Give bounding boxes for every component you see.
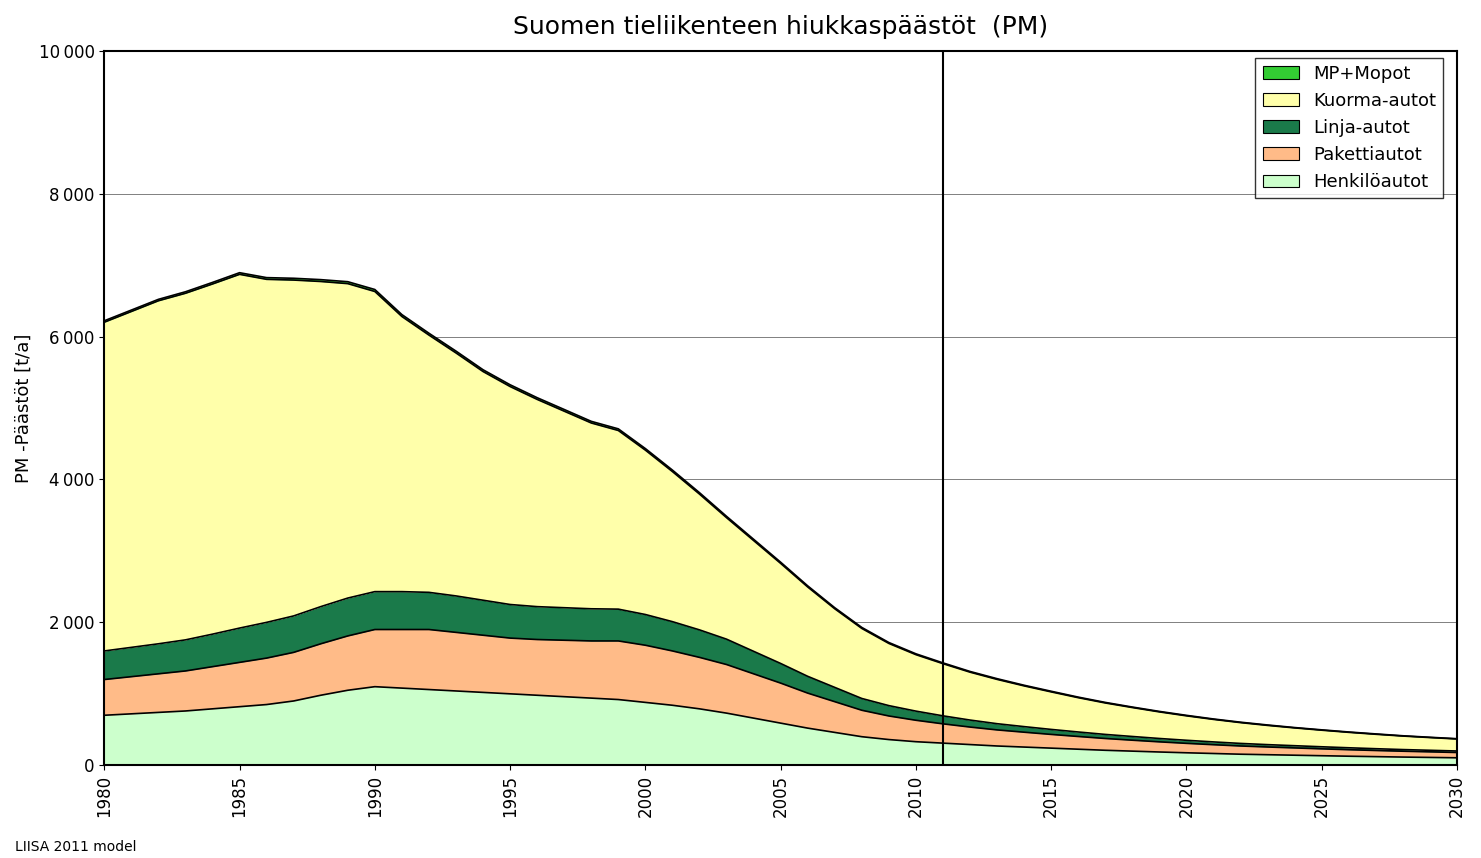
Y-axis label: PM -Päästöt [t/a]: PM -Päästöt [t/a] bbox=[15, 333, 33, 483]
Title: Suomen tieliikenteen hiukkaspäästöt  (PM): Suomen tieliikenteen hiukkaspäästöt (PM) bbox=[512, 15, 1049, 39]
Legend: MP+Mopot, Kuorma-autot, Linja-autot, Pakettiautot, Henkilöautot: MP+Mopot, Kuorma-autot, Linja-autot, Pak… bbox=[1256, 57, 1444, 198]
Text: LIISA 2011 model: LIISA 2011 model bbox=[15, 840, 136, 854]
